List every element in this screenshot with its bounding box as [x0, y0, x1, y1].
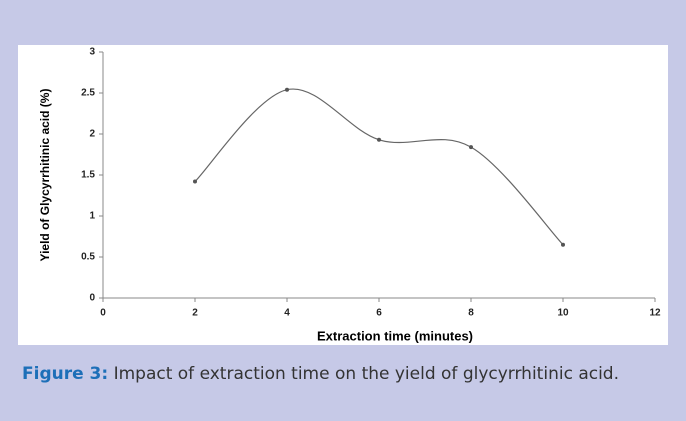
x-tick-label: 0: [100, 308, 106, 319]
caption-label: Figure 3:: [22, 364, 109, 384]
caption: Figure 3: Impact of extraction time on t…: [22, 364, 619, 384]
point: [469, 145, 473, 150]
y-tick-label: 1.5: [81, 170, 95, 181]
x-tick-label: 6: [376, 308, 382, 319]
x-tick-label: 2: [192, 308, 198, 319]
point: [377, 137, 381, 142]
point: [193, 179, 197, 184]
y-tick-label: 1: [89, 211, 95, 222]
x-tick-label: 10: [557, 308, 569, 319]
point: [285, 87, 289, 92]
x-tick-label: 12: [649, 308, 661, 319]
y-tick-label: 2.5: [81, 88, 95, 99]
y-axis-label: Yield of Glycyrrhitinic acid (%): [38, 89, 52, 262]
x-tick-label: 8: [468, 308, 474, 319]
y-tick-label: 0: [89, 293, 95, 304]
point: [561, 242, 565, 247]
y-tick-label: 2: [89, 129, 95, 140]
chart-panel: [18, 45, 668, 345]
x-axis-label: Extraction time (minutes): [317, 328, 473, 343]
y-tick-label: 0.5: [81, 252, 95, 263]
y-tick-label: 3: [89, 47, 95, 58]
caption-text: Impact of extraction time on the yield o…: [113, 364, 619, 384]
x-tick-label: 4: [284, 308, 290, 319]
